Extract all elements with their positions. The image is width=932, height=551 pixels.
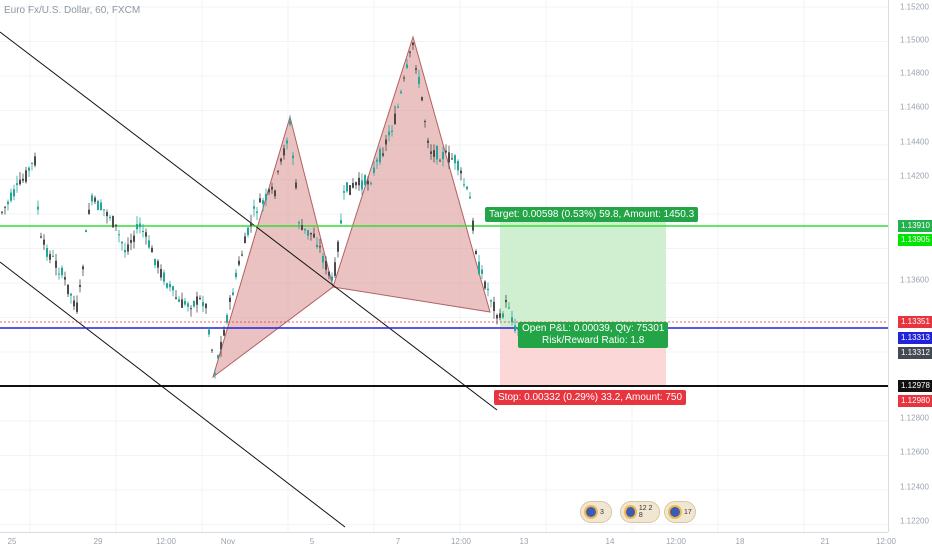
price-label: 1.12600 bbox=[900, 447, 929, 457]
time-label: 7 bbox=[395, 537, 401, 546]
time-label: 13 bbox=[519, 537, 529, 546]
pattern-triangle-2[interactable] bbox=[332, 35, 491, 313]
time-label: 14 bbox=[605, 537, 615, 546]
price-tag-target: 1.13910 bbox=[898, 220, 932, 232]
time-label: 18 bbox=[735, 537, 745, 546]
time-label: 21 bbox=[820, 537, 830, 546]
time-label: 12:00 bbox=[665, 537, 687, 546]
event-count: 3 bbox=[600, 508, 604, 516]
event-count: 17 bbox=[684, 508, 692, 516]
risk-reward-line: Risk/Reward Ratio: 1.8 bbox=[542, 335, 645, 346]
time-label: 12:00 bbox=[155, 537, 177, 546]
price-label: 1.14200 bbox=[900, 171, 929, 181]
pnl-line-1: Open P&L: 0.00039, Qty: 75301 bbox=[522, 323, 665, 334]
price-label: 1.12800 bbox=[900, 413, 929, 423]
pattern-triangle-1[interactable] bbox=[212, 115, 334, 379]
eu-flag-icon bbox=[668, 505, 682, 519]
price-label: 1.15200 bbox=[900, 2, 929, 12]
price-tag-entry: 1.13313 bbox=[898, 332, 932, 344]
price-label: 1.15000 bbox=[900, 35, 929, 45]
price-tag-stop: 1.12980 bbox=[898, 395, 932, 407]
price-tag-target-line: 1.13905 bbox=[898, 234, 932, 246]
event-badge-2[interactable]: 12 2 8 bbox=[620, 501, 660, 523]
price-tag-last: 1.13312 bbox=[898, 347, 932, 359]
time-label: 5 bbox=[309, 537, 315, 546]
target-zone[interactable] bbox=[500, 213, 666, 328]
trendline-lower[interactable] bbox=[0, 261, 346, 528]
chart-area[interactable]: Euro Fx/U.S. Dollar, 60, FXCM Target: 0.… bbox=[0, 0, 888, 532]
time-label: 12:00 bbox=[450, 537, 472, 546]
event-badge-3[interactable]: 17 bbox=[664, 501, 696, 523]
price-label: 1.13600 bbox=[900, 275, 929, 285]
pnl-label[interactable]: Open P&L: 0.00039, Qty: 75301 Risk/Rewar… bbox=[518, 322, 669, 348]
stop-label[interactable]: Stop: 0.00332 (0.29%) 33.2, Amount: 750 bbox=[494, 390, 687, 405]
time-label: Nov bbox=[220, 537, 236, 546]
event-badge-1[interactable]: 3 bbox=[580, 501, 612, 523]
price-label: 1.12200 bbox=[900, 516, 929, 526]
eu-flag-icon bbox=[584, 505, 598, 519]
price-label: 1.14800 bbox=[900, 68, 929, 78]
symbol-title: Euro Fx/U.S. Dollar, 60, FXCM bbox=[4, 5, 141, 16]
price-label: 1.14600 bbox=[900, 102, 929, 112]
price-label: 1.14400 bbox=[900, 137, 929, 147]
time-label: 29 bbox=[93, 537, 103, 546]
price-tag-current: 1.13351 bbox=[898, 316, 932, 328]
time-label: 25 bbox=[7, 537, 17, 546]
candlesticks bbox=[1, 41, 519, 379]
trendline-upper[interactable] bbox=[0, 31, 498, 411]
price-axis[interactable] bbox=[888, 0, 932, 532]
event-count: 12 2 8 bbox=[638, 505, 653, 519]
price-chart[interactable] bbox=[0, 0, 888, 532]
time-axis[interactable] bbox=[0, 532, 888, 551]
eu-flag-icon bbox=[624, 505, 637, 519]
time-label: 12:00 bbox=[875, 537, 897, 546]
price-tag-stop-line: 1.12978 bbox=[898, 380, 932, 392]
price-label: 1.12400 bbox=[900, 482, 929, 492]
target-label[interactable]: Target: 0.00598 (0.53%) 59.8, Amount: 14… bbox=[485, 207, 699, 222]
